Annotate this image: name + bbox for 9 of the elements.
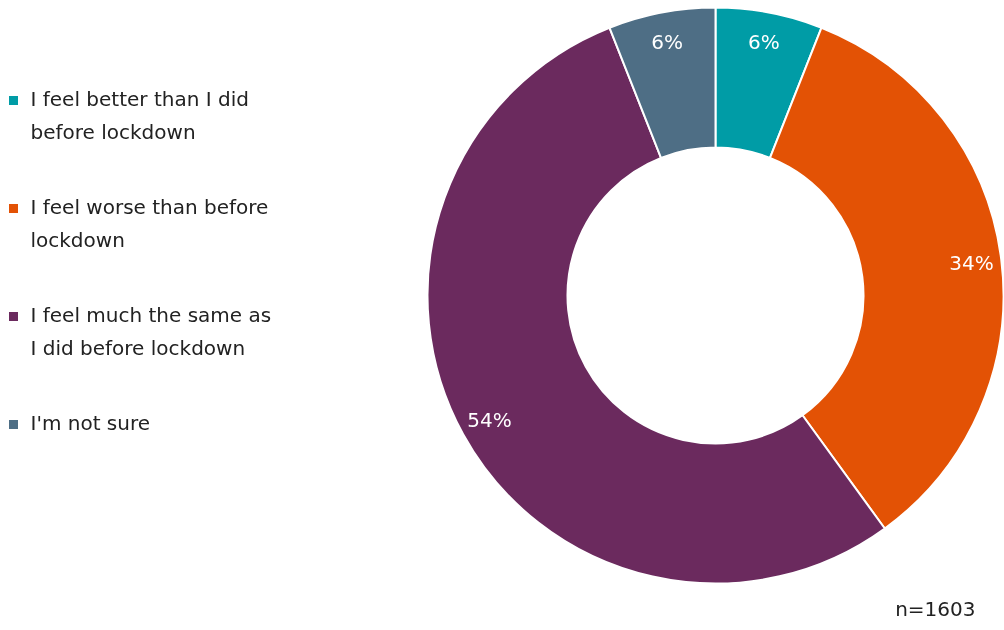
legend-label: I'm not sure	[30, 410, 151, 435]
data-label: 34%	[949, 251, 994, 276]
data-label: 6%	[651, 30, 684, 55]
legend-label: I feel better than I did before lockdown	[30, 86, 249, 145]
data-label: 6%	[747, 30, 780, 55]
legend-label: I feel much the same as I did before lockdown	[30, 302, 272, 361]
legend-label: I feel worse than before lockdown	[30, 194, 269, 253]
text: n=1603	[895, 596, 976, 621]
data-label: 54%	[467, 407, 512, 432]
